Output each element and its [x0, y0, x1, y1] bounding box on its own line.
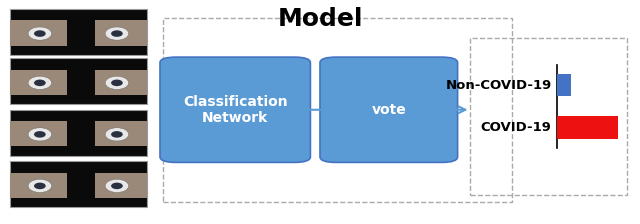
- Ellipse shape: [105, 76, 129, 89]
- FancyBboxPatch shape: [320, 57, 458, 162]
- Bar: [10, 121, 67, 146]
- Ellipse shape: [111, 183, 123, 189]
- Bar: [10, 110, 147, 156]
- FancyBboxPatch shape: [160, 57, 310, 162]
- Bar: [10, 70, 67, 95]
- Ellipse shape: [28, 27, 52, 40]
- Ellipse shape: [28, 128, 52, 141]
- Bar: [95, 20, 147, 46]
- Bar: [557, 74, 571, 96]
- Bar: [10, 173, 67, 198]
- Ellipse shape: [105, 128, 129, 141]
- Bar: [10, 20, 67, 46]
- Ellipse shape: [34, 80, 45, 86]
- Bar: [10, 161, 147, 207]
- Bar: [95, 70, 147, 95]
- Ellipse shape: [111, 131, 123, 138]
- Ellipse shape: [34, 183, 45, 189]
- Ellipse shape: [111, 30, 123, 37]
- Text: Classification
Network: Classification Network: [183, 95, 287, 125]
- Text: COVID-19: COVID-19: [481, 121, 552, 134]
- Text: vote: vote: [371, 103, 406, 117]
- Ellipse shape: [34, 30, 45, 37]
- Bar: [95, 121, 147, 146]
- Ellipse shape: [28, 76, 52, 89]
- Text: Model: Model: [277, 7, 363, 31]
- Ellipse shape: [28, 179, 52, 192]
- Bar: [10, 9, 147, 55]
- Bar: [557, 116, 618, 139]
- Ellipse shape: [105, 179, 129, 192]
- Ellipse shape: [111, 80, 123, 86]
- Bar: [95, 173, 147, 198]
- Ellipse shape: [105, 27, 129, 40]
- Bar: [10, 58, 147, 104]
- Text: Non-COVID-19: Non-COVID-19: [445, 79, 552, 92]
- Ellipse shape: [34, 131, 45, 138]
